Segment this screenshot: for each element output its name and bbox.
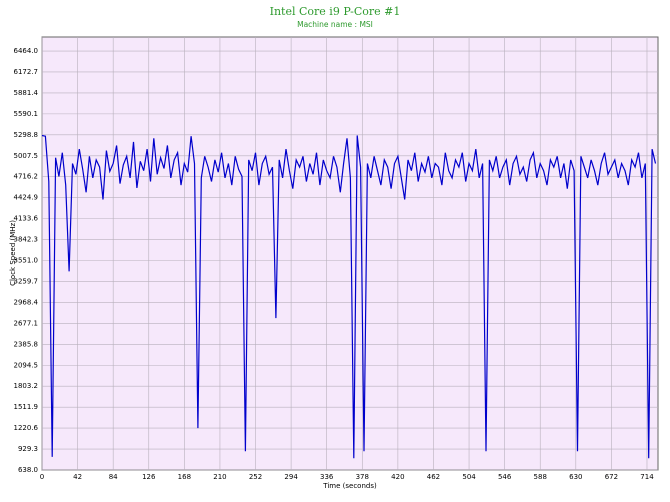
y-tick-label: 2385.8 bbox=[14, 340, 39, 348]
y-tick-label: 6172.7 bbox=[14, 68, 39, 76]
y-tick-label: 5590.1 bbox=[14, 110, 39, 118]
x-tick-label: 84 bbox=[109, 473, 118, 481]
y-tick-label: 2094.5 bbox=[14, 361, 39, 369]
y-tick-label: 5881.4 bbox=[14, 89, 39, 97]
x-tick-label: 588 bbox=[534, 473, 547, 481]
x-tick-label: 168 bbox=[178, 473, 191, 481]
x-tick-label: 126 bbox=[142, 473, 156, 481]
x-tick-label: 714 bbox=[640, 473, 654, 481]
y-tick-label: 1220.6 bbox=[14, 424, 39, 432]
y-tick-label: 3842.3 bbox=[14, 236, 39, 244]
x-tick-label: 462 bbox=[427, 473, 440, 481]
y-tick-label: 4716.2 bbox=[14, 173, 39, 181]
y-axis-label: Clock Speed (MHz) bbox=[9, 220, 17, 286]
y-tick-label: 3259.7 bbox=[14, 277, 39, 285]
chart-subtitle: Machine name : MSI bbox=[297, 20, 373, 29]
y-tick-label: 1511.9 bbox=[14, 403, 39, 411]
x-tick-label: 420 bbox=[391, 473, 404, 481]
x-axis-label: Time (seconds) bbox=[322, 482, 377, 490]
y-tick-label: 3551.0 bbox=[14, 257, 39, 265]
x-tick-label: 504 bbox=[462, 473, 476, 481]
x-tick-label: 630 bbox=[569, 473, 582, 481]
chart-title: Intel Core i9 P-Core #1 bbox=[270, 5, 401, 18]
y-tick-label: 4133.6 bbox=[14, 215, 39, 223]
x-tick-label: 378 bbox=[356, 473, 369, 481]
line-series bbox=[41, 134, 657, 459]
x-tick-label: 336 bbox=[320, 473, 334, 481]
y-tick-label: 6464.0 bbox=[14, 47, 39, 55]
x-tick-label: 0 bbox=[40, 473, 44, 481]
y-tick-label: 929.3 bbox=[18, 445, 38, 453]
x-tick-label: 546 bbox=[498, 473, 512, 481]
y-tick-label: 2677.1 bbox=[14, 319, 39, 327]
plot-area bbox=[41, 36, 659, 471]
y-tick-label: 2968.4 bbox=[14, 298, 39, 306]
x-tick-label: 42 bbox=[73, 473, 82, 481]
x-tick-label: 210 bbox=[213, 473, 226, 481]
y-tick-label: 5007.5 bbox=[14, 152, 39, 160]
y-tick-label: 5298.8 bbox=[14, 131, 39, 139]
x-tick-label: 294 bbox=[284, 473, 298, 481]
y-tick-label: 1803.2 bbox=[14, 382, 39, 390]
x-tick-label: 672 bbox=[605, 473, 618, 481]
y-tick-label: 638.0 bbox=[18, 466, 38, 474]
y-tick-label: 4424.9 bbox=[14, 194, 39, 202]
x-tick-label: 252 bbox=[249, 473, 262, 481]
